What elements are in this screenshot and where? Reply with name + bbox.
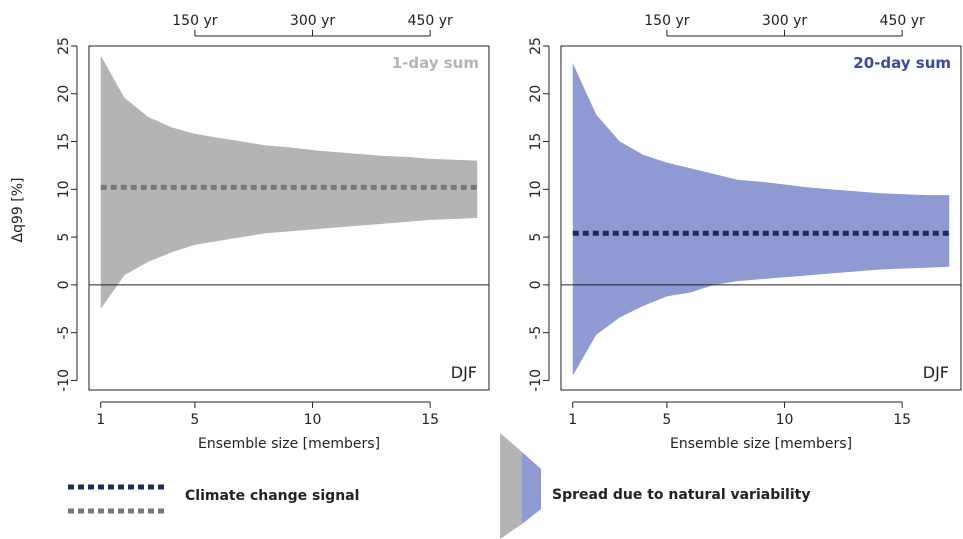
top-tick-label: 150 yr [644, 13, 689, 29]
x-axis-title: Ensemble size [members] [198, 436, 380, 452]
panel-title: 1-day sum [392, 54, 479, 72]
y-tick-label: 25 [56, 37, 72, 55]
season-label: DJF [451, 363, 477, 382]
y-tick-label: 20 [528, 85, 544, 103]
y-tick-label: 15 [56, 133, 72, 151]
x-tick-label: 15 [421, 412, 439, 428]
top-tick-label: 150 yr [172, 13, 217, 29]
x-tick-label: 1 [568, 412, 577, 428]
legend-signal-label: Climate change signal [185, 488, 359, 504]
top-tick-label: 450 yr [408, 13, 453, 29]
x-tick-label: 10 [304, 412, 322, 428]
x-tick-label: 5 [662, 412, 671, 428]
y-tick-label: 0 [528, 280, 544, 289]
x-tick-label: 5 [190, 412, 199, 428]
y-tick-label: -5 [56, 326, 72, 340]
season-label: DJF [923, 363, 949, 382]
y-tick-label: -10 [56, 369, 72, 392]
y-axis-title: Δq99 [%] [10, 178, 26, 243]
x-axis-title: Ensemble size [members] [670, 436, 852, 452]
spread-band [572, 63, 950, 376]
y-tick-label: 10 [56, 180, 72, 198]
y-tick-label: 25 [528, 37, 544, 55]
plot-frame [560, 45, 962, 391]
x-tick-label: 1 [96, 412, 105, 428]
y-tick-label: -5 [528, 326, 544, 340]
legend-spread-swatch-grey [500, 433, 522, 539]
y-tick-label: 5 [56, 233, 72, 242]
y-tick-label: 20 [56, 85, 72, 103]
legend: Climate change signal Spread due to natu… [68, 433, 810, 539]
y-tick-label: 10 [528, 180, 544, 198]
spread-band [100, 55, 478, 309]
top-tick-label: 300 yr [762, 13, 807, 29]
y-tick-label: -10 [528, 369, 544, 392]
x-tick-label: 15 [893, 412, 911, 428]
legend-spread-label: Spread due to natural variability [552, 487, 810, 503]
top-tick-label: 300 yr [290, 13, 335, 29]
panel-title: 20-day sum [853, 54, 951, 72]
y-tick-label: 0 [56, 280, 72, 289]
x-tick-label: 10 [776, 412, 794, 428]
y-tick-label: 15 [528, 133, 544, 151]
plot-frame [88, 45, 490, 391]
legend-spread-swatch-blue [522, 452, 541, 524]
top-tick-label: 450 yr [880, 13, 925, 29]
y-tick-label: 5 [528, 233, 544, 242]
